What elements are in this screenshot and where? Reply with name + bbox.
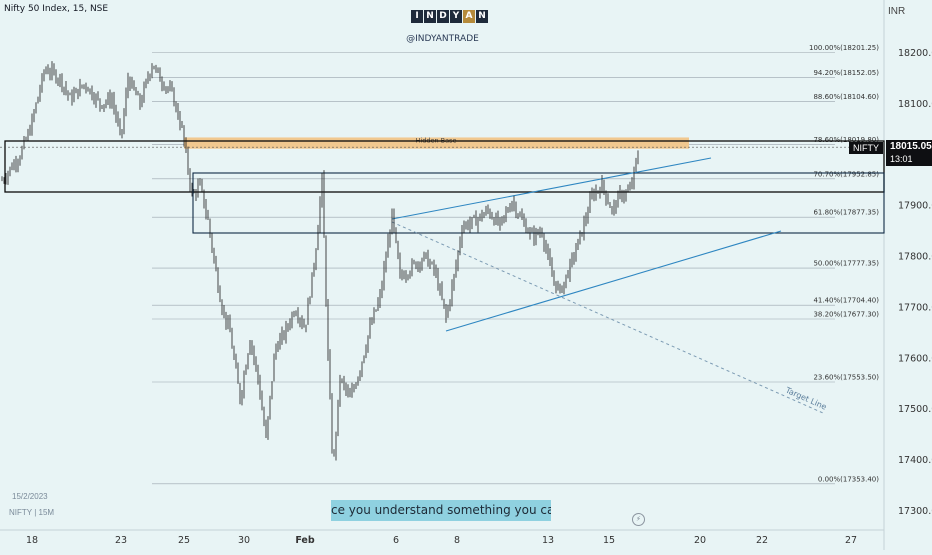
fib-level-label: 61.80%(17877.35) [813,209,879,217]
watermark-date: 15/2/2023 [12,492,48,501]
x-tick-label: 22 [756,535,768,546]
bar-countdown: 13:01 [890,154,913,164]
target-line [391,221,824,414]
channel-lower-line [445,230,782,332]
logo-letter: N [476,10,488,23]
fib-level-label: 70.70%(17952.85) [813,170,879,178]
fib-level-label: 38.20%(17677.30) [813,310,879,318]
lightning-icon[interactable]: ⚡ [632,513,645,526]
x-tick-label: 8 [454,535,460,546]
x-tick-label: 27 [845,535,857,546]
y-tick-label: 18200.00 [898,48,932,59]
x-tick-label: 20 [694,535,706,546]
y-tick-label: 17500.00 [898,404,932,415]
fib-level-label: 23.60%(17553.50) [813,373,879,381]
supply-zone-box [192,172,885,234]
x-tick-label: 18 [26,535,38,546]
symbol-tag: NIFTY [849,142,883,154]
watermark-symbol: NIFTY | 15M [9,508,55,517]
video-caption: ce you understand something you can mast… [331,500,551,521]
x-tick-label: Feb [295,535,315,546]
x-tick-label: 6 [393,535,399,546]
logo-letter: Y [450,10,462,23]
y-tick-label: 17600.00 [898,353,932,364]
chart-title: Nifty 50 Index, 15, NSE [4,4,109,14]
channel-upper-line [391,157,712,220]
x-tick-label: 13 [542,535,554,546]
logo-letter: A [463,10,475,23]
x-tick-label: 30 [238,535,250,546]
x-tick-label: 15 [603,535,615,546]
target-line-label: Target Line [783,385,828,412]
fib-level-label: 50.00%(17777.35) [813,260,879,268]
fib-level-label: 100.00%(18201.25) [809,44,879,52]
logo-letter: N [424,10,436,23]
y-tick-label: 17900.00 [898,201,932,212]
fib-level-label: 0.00%(17353.40) [818,475,879,483]
y-tick-label: 17300.00 [898,506,932,517]
resistance-zone-box [4,140,885,193]
brand-handle: @INDYANTRADE [406,34,479,44]
fib-level-label: 41.40%(17704.40) [813,297,879,305]
last-price-value: 18015.05 [890,141,932,152]
fib-level-label: 94.20%(18152.05) [813,69,879,77]
currency-label: INR [888,6,906,17]
last-price-tag: 18015.05 13:01 [886,140,932,166]
fib-level-label: 88.60%(18104.60) [813,93,879,101]
y-tick-label: 17800.00 [898,252,932,263]
logo-letter: D [437,10,449,23]
fib-level-label: 78.60%(18019.80) [813,136,879,144]
y-tick-label: 17700.00 [898,302,932,313]
y-tick-label: 17400.00 [898,455,932,466]
hidden-base-zone [184,137,689,149]
logo-letter: I [411,10,423,23]
x-tick-label: 23 [115,535,127,546]
x-tick-label: 25 [178,535,190,546]
y-tick-label: 18100.00 [898,99,932,110]
